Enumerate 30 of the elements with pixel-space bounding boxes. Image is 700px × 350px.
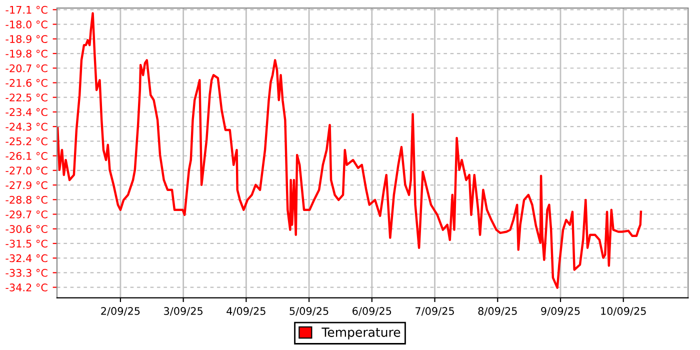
legend-label: Temperature — [322, 328, 400, 340]
x-tick-label: 5/09/25 — [290, 307, 328, 316]
x-tick-label: 6/09/25 — [352, 307, 392, 316]
x-tick-label: 2/09/25 — [101, 307, 140, 316]
x-tick-label: 8/09/25 — [478, 307, 517, 316]
y-tick-label: -32.4 °C — [6, 254, 48, 262]
y-tick-label: -31.5 °C — [6, 240, 48, 248]
x-tick-label: 7/09/25 — [416, 307, 454, 316]
y-tick-label: -20.7 °C — [6, 64, 48, 72]
y-tick-label: -27.9 °C — [6, 181, 48, 190]
y-tick-label: -30.6 °C — [6, 225, 48, 233]
y-tick-label: -21.6 °C — [6, 78, 48, 87]
x-tick-label: 3/09/25 — [164, 307, 202, 316]
x-tick-label: 10/09/25 — [601, 307, 646, 316]
y-tick-label: -33.3 °C — [6, 268, 48, 277]
y-tick-label: -27.0 °C — [6, 166, 48, 175]
y-tick-label: -18.0 °C — [6, 20, 48, 28]
y-tick-label: -23.4 °C — [6, 108, 48, 116]
y-tick-label: -19.8 °C — [6, 50, 48, 58]
y-tick-label: -24.3 °C — [6, 122, 48, 131]
y-tick-label: -26.1 °C — [6, 152, 48, 160]
y-tick-label: -18.9 °C — [6, 35, 48, 44]
y-tick-label: -22.5 °C — [6, 94, 48, 102]
y-tick-label: -25.2 °C — [6, 137, 48, 146]
y-tick-label: -28.8 °C — [6, 196, 48, 204]
y-tick-label: -29.7 °C — [6, 210, 48, 218]
y-tick-label: -17.1 °C — [6, 6, 48, 14]
y-tick-label: -34.2 °C — [6, 284, 48, 292]
x-tick-label: 4/09/25 — [226, 307, 266, 316]
x-tick-label: 9/09/25 — [541, 307, 580, 316]
